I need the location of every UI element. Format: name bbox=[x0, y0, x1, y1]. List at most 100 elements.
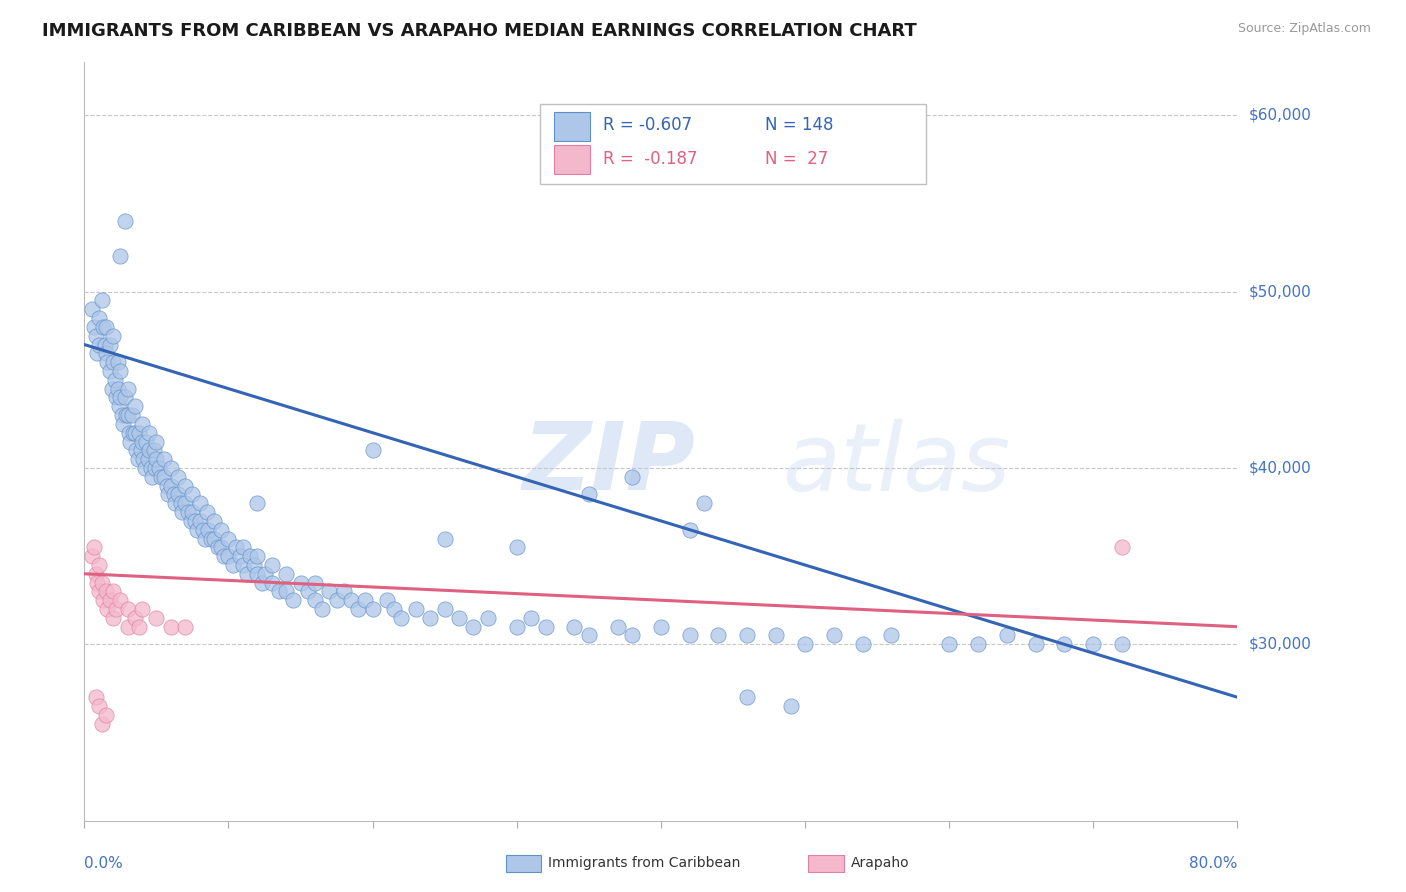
Point bbox=[236, 566, 259, 581]
Text: $50,000: $50,000 bbox=[1249, 285, 1312, 299]
Point bbox=[177, 505, 200, 519]
Point bbox=[131, 602, 153, 616]
Point bbox=[693, 496, 716, 510]
Point bbox=[87, 558, 110, 572]
Point bbox=[160, 461, 183, 475]
Point bbox=[94, 346, 117, 360]
Point bbox=[110, 391, 132, 405]
Point bbox=[246, 566, 269, 581]
Point bbox=[155, 478, 177, 492]
Point bbox=[222, 558, 245, 572]
Text: Source: ZipAtlas.com: Source: ZipAtlas.com bbox=[1237, 22, 1371, 36]
Point bbox=[197, 523, 219, 537]
Point bbox=[114, 214, 136, 228]
Point bbox=[311, 602, 333, 616]
Point bbox=[318, 584, 340, 599]
Point bbox=[112, 417, 135, 431]
Point bbox=[361, 602, 384, 616]
Point bbox=[1053, 637, 1076, 651]
Point bbox=[114, 391, 136, 405]
Point bbox=[578, 628, 600, 642]
Point bbox=[93, 337, 115, 351]
Point bbox=[297, 584, 319, 599]
Point bbox=[167, 470, 190, 484]
Point bbox=[143, 461, 166, 475]
Point bbox=[129, 443, 152, 458]
Point bbox=[212, 549, 235, 563]
Point bbox=[107, 382, 129, 396]
Point bbox=[98, 337, 121, 351]
Point bbox=[188, 496, 211, 510]
Point bbox=[156, 487, 179, 501]
Point bbox=[87, 311, 110, 326]
Point bbox=[1025, 637, 1047, 651]
Point bbox=[1111, 541, 1133, 555]
Point bbox=[83, 541, 105, 555]
Point bbox=[110, 249, 132, 263]
Point bbox=[325, 593, 347, 607]
Point bbox=[191, 523, 214, 537]
Point bbox=[174, 478, 197, 492]
Point bbox=[90, 293, 112, 308]
Point bbox=[87, 584, 110, 599]
Point bbox=[650, 620, 672, 634]
Point bbox=[103, 328, 124, 343]
Point bbox=[304, 575, 326, 590]
Point bbox=[506, 541, 529, 555]
Point bbox=[110, 364, 132, 378]
Point bbox=[131, 417, 153, 431]
Point bbox=[232, 541, 254, 555]
Point bbox=[94, 707, 117, 722]
Point bbox=[121, 408, 143, 422]
Point bbox=[202, 532, 225, 546]
Point bbox=[141, 470, 163, 484]
Point bbox=[160, 478, 183, 492]
Point bbox=[232, 558, 254, 572]
Point bbox=[995, 628, 1018, 642]
Point bbox=[87, 337, 110, 351]
Point bbox=[195, 505, 218, 519]
Point bbox=[852, 637, 875, 651]
Point bbox=[405, 602, 427, 616]
Point bbox=[103, 611, 124, 625]
Point bbox=[135, 434, 157, 449]
Point bbox=[122, 425, 145, 440]
Point bbox=[260, 558, 283, 572]
Point bbox=[131, 434, 153, 449]
Point bbox=[347, 602, 370, 616]
Point bbox=[463, 620, 485, 634]
Point bbox=[433, 532, 456, 546]
Point bbox=[181, 505, 204, 519]
Point bbox=[283, 593, 305, 607]
Point bbox=[304, 593, 326, 607]
Point bbox=[506, 620, 529, 634]
Point bbox=[184, 514, 207, 528]
Point bbox=[128, 620, 150, 634]
Point bbox=[333, 584, 356, 599]
Point bbox=[229, 549, 252, 563]
Point bbox=[794, 637, 817, 651]
Point bbox=[340, 593, 363, 607]
Point bbox=[108, 399, 131, 413]
Text: $40,000: $40,000 bbox=[1249, 460, 1312, 475]
Text: R =  -0.187: R = -0.187 bbox=[603, 150, 697, 168]
Point bbox=[419, 611, 441, 625]
Point bbox=[94, 584, 117, 599]
Text: atlas: atlas bbox=[782, 418, 1010, 510]
Point bbox=[606, 620, 628, 634]
Point bbox=[253, 566, 276, 581]
Text: IMMIGRANTS FROM CARIBBEAN VS ARAPAHO MEDIAN EARNINGS CORRELATION CHART: IMMIGRANTS FROM CARIBBEAN VS ARAPAHO MED… bbox=[42, 22, 917, 40]
Point bbox=[391, 611, 413, 625]
Bar bbox=[554, 145, 591, 174]
Point bbox=[91, 593, 114, 607]
Point bbox=[194, 532, 217, 546]
Point bbox=[145, 611, 167, 625]
Point bbox=[94, 320, 117, 334]
Point bbox=[361, 443, 384, 458]
Point bbox=[152, 470, 174, 484]
Point bbox=[200, 532, 222, 546]
Text: R = -0.607: R = -0.607 bbox=[603, 116, 692, 135]
Point bbox=[621, 470, 644, 484]
Point bbox=[707, 628, 730, 642]
Point bbox=[375, 593, 398, 607]
